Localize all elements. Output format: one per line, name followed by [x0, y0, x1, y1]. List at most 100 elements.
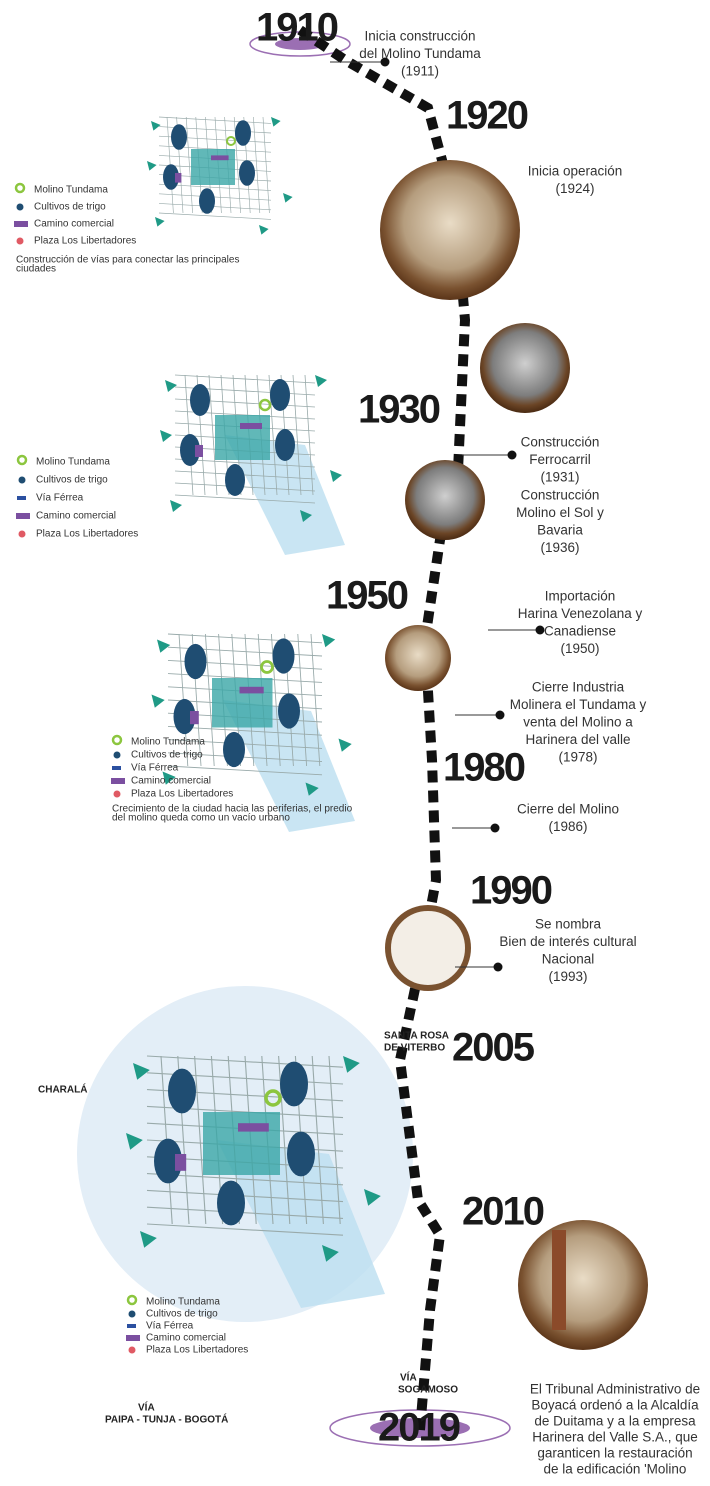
map-note: Construcción de vías para conectar las p…	[16, 255, 239, 266]
legend-icon	[16, 454, 28, 466]
event-text: Boyacá ordenó a la Alcaldía	[531, 1398, 699, 1413]
trade-route	[239, 686, 264, 694]
street	[253, 116, 261, 214]
photo-town	[480, 323, 570, 413]
legend-label: Molino Tundama	[131, 737, 205, 748]
view-arrow	[140, 1231, 157, 1248]
wheat-field	[287, 1131, 315, 1177]
photo-ruins	[385, 625, 451, 691]
street	[311, 1055, 324, 1225]
street	[146, 1189, 344, 1203]
legend-label: Molino Tundama	[36, 457, 110, 468]
street	[174, 494, 316, 504]
photo-document	[385, 905, 471, 991]
place-label: PAIPA - TUNJA - BOGOTÁ	[105, 1413, 228, 1426]
year-label: 2005	[452, 1026, 535, 1070]
trade-route	[240, 423, 262, 429]
wheat-field	[239, 160, 255, 186]
street	[185, 116, 193, 214]
map-note: Crecimiento de la ciudad hacia las perif…	[112, 804, 353, 815]
trade-route	[175, 1154, 187, 1171]
event-text: Harinera del valle	[525, 732, 630, 747]
legend-label: Vía Férrea	[146, 1321, 194, 1332]
street	[158, 193, 272, 201]
legend-icon	[113, 790, 121, 798]
wheat-field	[272, 638, 295, 674]
event-text: (1936)	[540, 540, 579, 555]
event-text: Canadiense	[544, 624, 616, 639]
legend-icon	[128, 1346, 136, 1354]
maps	[14, 116, 413, 1354]
view-arrow	[170, 500, 182, 512]
mill-pin	[226, 135, 237, 146]
event-text: venta del Molino a	[523, 715, 633, 730]
view-arrow	[338, 738, 352, 752]
street	[167, 739, 323, 749]
map-region	[217, 1140, 385, 1308]
view-arrow	[160, 430, 172, 442]
year-label: 1990	[470, 869, 552, 913]
event-text: Harinera del Valle S.A., que	[532, 1430, 698, 1445]
street	[174, 482, 316, 492]
wheat-field	[217, 1180, 245, 1226]
place-label: VÍA	[138, 1401, 155, 1414]
street	[158, 212, 272, 220]
wheat-field	[173, 698, 196, 735]
event-text: Se nombra	[535, 917, 602, 932]
photo-molino	[380, 160, 520, 300]
start-ring-fill	[275, 38, 325, 50]
event-text: (1993)	[548, 969, 587, 984]
event-dot	[495, 710, 505, 720]
event-text: Cierre Industria	[532, 680, 625, 695]
event-text: Molino el Sol y	[516, 505, 604, 520]
map	[77, 986, 413, 1322]
year-label: 1980	[443, 746, 525, 790]
legend-label: Plaza Los Libertadores	[146, 1345, 248, 1356]
map-note: del molino queda como un vacío urbano	[112, 813, 290, 824]
trade-route	[190, 711, 199, 725]
year-label: 1930	[358, 388, 440, 432]
legend-icon	[17, 496, 26, 500]
event-text: del Molino Tundama	[359, 46, 481, 61]
event-text: Inicia construcción	[364, 29, 475, 44]
event-text: Construcción	[521, 488, 600, 503]
event-text: (1924)	[555, 181, 594, 196]
legend-label: Cultivos de trigo	[131, 750, 203, 761]
mill-pin	[260, 660, 274, 674]
view-arrow	[151, 121, 161, 131]
street	[208, 374, 218, 496]
wheat-field	[278, 693, 300, 729]
wheat-field	[180, 434, 200, 466]
street	[158, 183, 272, 191]
view-arrow	[322, 1245, 339, 1262]
wheat-field	[235, 120, 251, 146]
plaza-block	[191, 149, 235, 185]
event-text: Bien de interés cultural	[499, 934, 636, 949]
chimney	[552, 1230, 566, 1330]
street	[146, 1223, 344, 1236]
event-text: (1911)	[401, 64, 439, 79]
view-arrow	[300, 510, 312, 522]
trade-route	[238, 1123, 269, 1132]
legend-label: Plaza Los Libertadores	[131, 789, 233, 800]
legend-label: Plaza Los Libertadores	[36, 529, 138, 540]
map	[151, 633, 355, 832]
street	[146, 1173, 344, 1186]
legend-icon	[16, 237, 24, 245]
event-text: Bavaria	[537, 523, 583, 538]
wheat-field	[190, 384, 210, 416]
wheat-field	[171, 124, 187, 150]
legend-icon	[18, 530, 26, 538]
view-arrow	[271, 117, 281, 127]
place-label: CHARALÁ	[38, 1083, 87, 1096]
view-arrow	[330, 470, 342, 482]
view-arrow	[165, 380, 177, 392]
legend-icon	[16, 203, 24, 211]
wheat-field	[280, 1061, 308, 1107]
street	[297, 633, 308, 767]
event-dot	[535, 625, 545, 635]
photos	[380, 160, 648, 1350]
plaza-block	[215, 415, 270, 460]
event-dot	[507, 450, 517, 460]
street	[167, 765, 323, 776]
